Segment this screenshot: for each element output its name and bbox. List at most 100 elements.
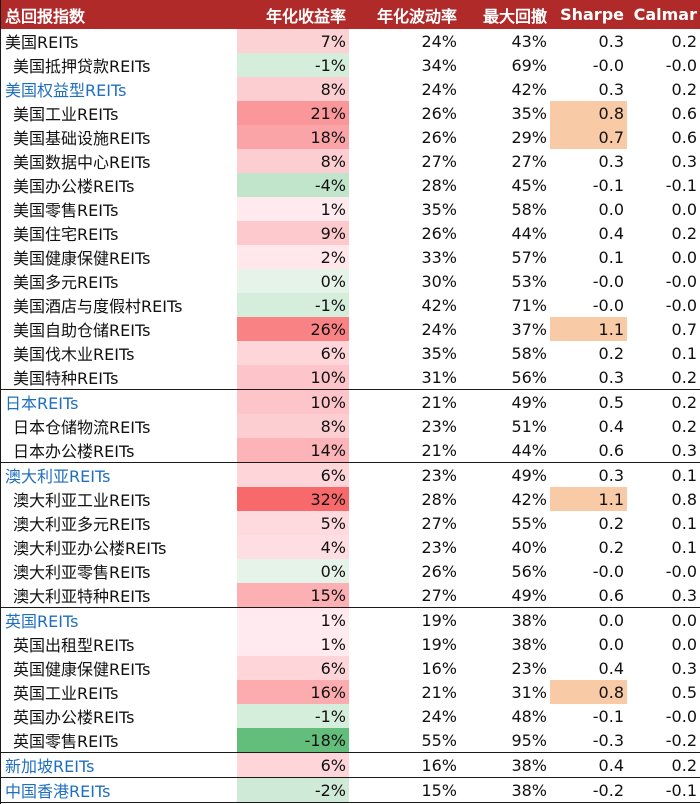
cell-sharpe: 0.5	[550, 389, 627, 414]
cell-index-name: 美国伐木业REITs	[13, 345, 135, 364]
cell-max-drawdown: 42%	[511, 489, 547, 509]
cell-index-name: 美国抵押贷款REITs	[13, 57, 151, 76]
cell-annual-volatility: 24%	[421, 706, 457, 726]
cell-index-name: 新加坡REITs	[1, 752, 237, 778]
cell-sharpe: 0.7	[550, 125, 627, 149]
cell-annual-return: 7%	[237, 29, 349, 53]
cell-sharpe: 0.1	[598, 247, 624, 267]
cell-annual-volatility: 35%	[421, 199, 457, 219]
cell-calmar: 0.5	[671, 682, 697, 702]
table-row: 澳大利亚特种REITs 15% 27% 49% 0.6 0.3	[1, 583, 700, 608]
cell-index-name: 美国零售REITs	[13, 201, 119, 220]
cell-max-drawdown: 58%	[511, 343, 547, 363]
cell-calmar: 0.0	[671, 634, 697, 654]
cell-calmar: 0.6	[671, 127, 697, 147]
cell-sharpe: 0.4	[598, 223, 624, 243]
cell-sharpe: 0.3	[598, 79, 624, 99]
cell-sharpe: 0.3	[598, 151, 624, 171]
table-row: 美国住宅REITs 9% 26% 44% 0.4 0.2	[1, 221, 700, 245]
cell-annual-volatility: 21%	[349, 389, 460, 414]
cell-max-drawdown: 38%	[511, 634, 547, 654]
cell-calmar: -0.0	[665, 271, 697, 291]
cell-max-drawdown: 95%	[511, 730, 547, 750]
cell-calmar: -0.0	[665, 55, 697, 75]
cell-annual-volatility: 26%	[421, 223, 457, 243]
cell-calmar: 0.2	[671, 416, 697, 436]
cell-calmar: 0.3	[671, 440, 697, 460]
cell-sharpe: 1.1	[550, 487, 627, 511]
cell-sharpe: -0.3	[592, 730, 624, 750]
cell-annual-volatility: 27%	[421, 513, 457, 533]
cell-index-name: 美国工业REITs	[13, 105, 119, 124]
table-row: 澳大利亚REITs 6% 23% 49% 0.3 0.1	[1, 462, 700, 487]
cell-sharpe: -0.0	[592, 55, 624, 75]
table-row: 新加坡REITs 6% 16% 38% 0.4 0.2	[1, 752, 700, 778]
table-header-row: 总回报指数 年化收益率 年化波动率 最大回撤 Sharpe Calmar	[1, 0, 700, 29]
cell-sharpe: 0.6	[598, 440, 624, 460]
cell-annual-volatility: 24%	[421, 79, 457, 99]
cell-sharpe: 0.2	[598, 343, 624, 363]
cell-index-name: 美国权益型REITs	[5, 81, 127, 100]
cell-calmar: 0.2	[671, 367, 697, 387]
cell-calmar: 0.0	[671, 247, 697, 267]
cell-calmar: 0.3	[671, 585, 697, 605]
cell-index-name: 美国酒店与度假村REITs	[13, 297, 183, 316]
table-row: 美国健康保健REITs 2% 33% 57% 0.1 0.0	[1, 245, 700, 269]
cell-sharpe: 0.3	[598, 367, 624, 387]
cell-max-drawdown: 37%	[511, 319, 547, 339]
cell-annual-return: -2%	[237, 777, 349, 803]
cell-sharpe: -0.0	[592, 271, 624, 291]
cell-sharpe: 1.1	[550, 317, 627, 341]
cell-annual-volatility: 31%	[421, 367, 457, 387]
table-row: 英国办公楼REITs -1% 24% 48% -0.1 -0.0	[1, 704, 700, 728]
cell-index-name: 英国零售REITs	[13, 732, 119, 751]
cell-max-drawdown: 45%	[511, 175, 547, 195]
cell-index-name: 美国健康保健REITs	[13, 249, 151, 268]
table-row: 日本仓储物流REITs 8% 23% 51% 0.4 0.2	[1, 414, 700, 438]
cell-annual-volatility: 28%	[421, 489, 457, 509]
cell-index-name: 美国办公楼REITs	[13, 177, 135, 196]
cell-sharpe: 0.4	[550, 752, 627, 778]
cell-max-drawdown: 53%	[511, 271, 547, 291]
cell-annual-volatility: 19%	[421, 634, 457, 654]
cell-sharpe: -0.0	[592, 561, 624, 581]
cell-annual-return: 4%	[237, 535, 349, 559]
cell-calmar: 0.3	[671, 151, 697, 171]
cell-annual-volatility: 19%	[349, 607, 460, 632]
cell-annual-return: 8%	[237, 149, 349, 173]
cell-max-drawdown: 42%	[511, 79, 547, 99]
table-row: 中国香港REITs -2% 15% 38% -0.2 -0.1	[1, 777, 700, 803]
cell-annual-return: 10%	[237, 389, 349, 414]
cell-annual-volatility: 23%	[349, 462, 460, 487]
header-max-drawdown: 最大回撤	[460, 0, 550, 29]
cell-max-drawdown: 38%	[460, 607, 550, 632]
cell-annual-volatility: 23%	[421, 537, 457, 557]
table-row: 美国抵押贷款REITs -1% 34% 69% -0.0 -0.0	[1, 53, 700, 77]
header-annual-volatility: 年化波动率	[349, 0, 460, 29]
cell-sharpe: 0.2	[598, 513, 624, 533]
cell-max-drawdown: 58%	[511, 199, 547, 219]
cell-max-drawdown: 40%	[511, 537, 547, 557]
cell-annual-volatility: 55%	[421, 730, 457, 750]
cell-max-drawdown: 56%	[511, 561, 547, 581]
table-row: 美国权益型REITs 8% 24% 42% 0.3 0.2	[1, 77, 700, 101]
cell-annual-return: 14%	[237, 438, 349, 463]
cell-annual-return: 0%	[237, 559, 349, 583]
header-annual-return: 年化收益率	[237, 0, 349, 29]
cell-annual-volatility: 21%	[421, 440, 457, 460]
cell-max-drawdown: 23%	[511, 658, 547, 678]
cell-annual-return: 6%	[237, 656, 349, 680]
cell-annual-return: -1%	[237, 293, 349, 317]
cell-index-name: 澳大利亚多元REITs	[13, 515, 151, 534]
cell-annual-return: 26%	[237, 317, 349, 341]
cell-max-drawdown: 57%	[511, 247, 547, 267]
cell-max-drawdown: 27%	[511, 151, 547, 171]
table-row: 日本REITs 10% 21% 49% 0.5 0.2	[1, 389, 700, 414]
cell-max-drawdown: 44%	[511, 223, 547, 243]
cell-annual-volatility: 26%	[421, 561, 457, 581]
cell-annual-volatility: 42%	[421, 295, 457, 315]
cell-max-drawdown: 43%	[511, 31, 547, 51]
cell-index-name: 日本仓储物流REITs	[13, 418, 151, 437]
cell-index-name: 澳大利亚特种REITs	[13, 587, 151, 606]
cell-sharpe: 0.8	[550, 101, 627, 125]
